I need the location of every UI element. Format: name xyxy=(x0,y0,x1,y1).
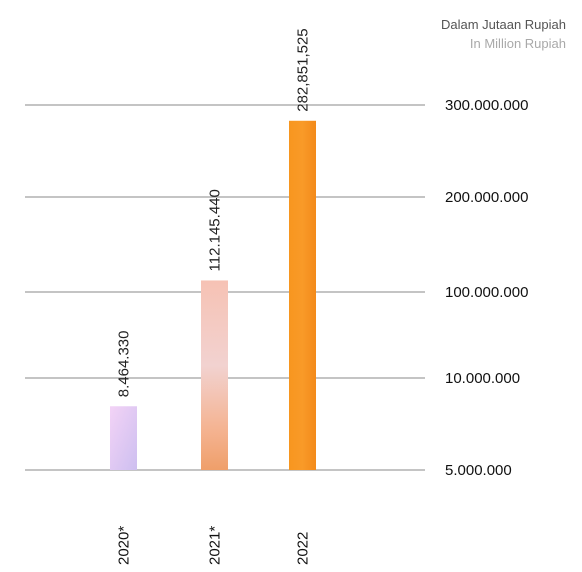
category-label: 2020* xyxy=(116,526,133,565)
value-labels: 8.464.330 112.145.440 282,851,525 xyxy=(116,28,312,397)
category-labels: 2020* 2021* 2022 xyxy=(116,526,312,565)
y-tick-label: 10.000.000 xyxy=(445,370,520,387)
y-tick-label: 200.000.000 xyxy=(445,189,528,206)
value-label: 112.145.440 xyxy=(207,189,224,271)
category-label: 2021* xyxy=(207,526,224,565)
bar xyxy=(110,406,137,470)
unit-label-en: In Million Rupiah xyxy=(470,36,566,51)
bars xyxy=(110,120,316,470)
value-label: 8.464.330 xyxy=(116,331,133,398)
y-tick-label: 5.000.000 xyxy=(445,462,512,479)
bar xyxy=(289,120,316,470)
unit-label: Dalam Jutaan Rupiah xyxy=(441,17,566,32)
y-tick-label: 300.000.000 xyxy=(445,97,528,114)
bar xyxy=(201,280,228,470)
y-tick-labels: 5.000.000 10.000.000 100.000.000 200.000.00… xyxy=(445,97,528,479)
value-label: 282,851,525 xyxy=(295,28,312,111)
y-tick-label: 100.000.000 xyxy=(445,284,528,301)
category-label: 2022 xyxy=(295,532,312,565)
